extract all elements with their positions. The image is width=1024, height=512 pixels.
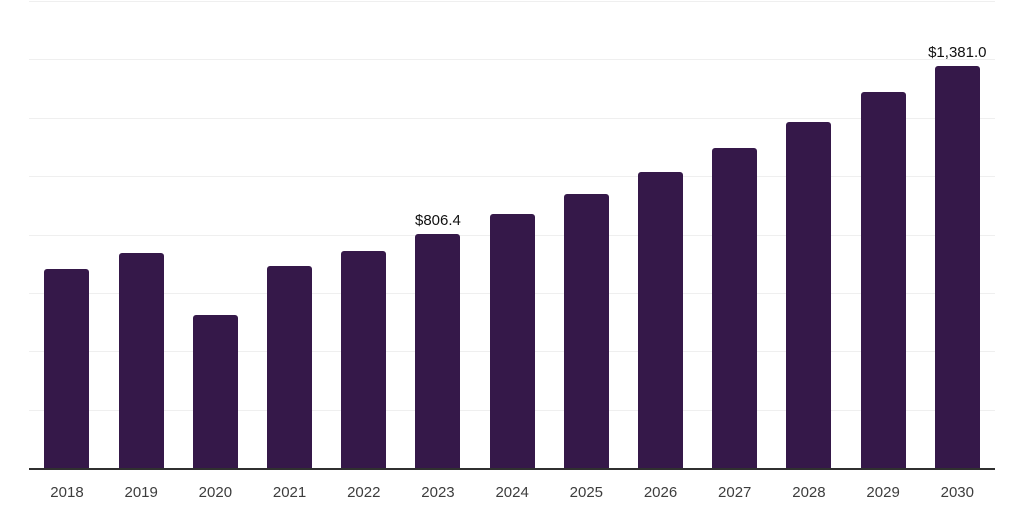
x-tick-label-2023: 2023 xyxy=(421,484,455,501)
x-tick-label-2029: 2029 xyxy=(866,484,900,501)
gridline xyxy=(29,117,995,119)
bar-2020 xyxy=(192,315,238,469)
bar-2029 xyxy=(860,92,906,469)
gridline xyxy=(29,176,995,178)
bar-2021 xyxy=(267,266,313,469)
x-tick-label-2026: 2026 xyxy=(643,484,678,501)
x-tick-label-2018: 2018 xyxy=(50,484,84,501)
bar-2030 xyxy=(934,65,980,469)
bar-2025 xyxy=(563,193,609,469)
bar-2028 xyxy=(786,121,832,469)
bar-2023 xyxy=(415,233,461,469)
bar-2026 xyxy=(638,171,684,469)
x-tick-label-2028: 2028 xyxy=(792,484,826,501)
x-tick-label-2027: 2027 xyxy=(718,484,752,501)
gridline xyxy=(29,1,995,2)
gridline xyxy=(29,59,995,61)
bar-value-label-2030: $1,381.0 xyxy=(928,43,987,61)
bar-value-label-2023: $806.4 xyxy=(415,211,461,229)
x-tick-label-2024: 2024 xyxy=(495,484,529,501)
x-tick-label-2030: 2030 xyxy=(940,484,974,501)
x-tick-label-2020: 2020 xyxy=(198,484,233,501)
bar-2018 xyxy=(44,268,90,469)
bar-2027 xyxy=(712,148,758,469)
x-tick-label-2025: 2025 xyxy=(569,484,604,501)
x-axis-line xyxy=(29,468,995,470)
x-tick-label-2019: 2019 xyxy=(124,484,158,501)
plot-area: $806.4 $1,381.0 xyxy=(29,1,995,470)
x-tick-label-2022: 2022 xyxy=(347,484,381,501)
x-tick-label-2021: 2021 xyxy=(272,484,307,501)
bar-2024 xyxy=(489,214,535,469)
bar-2022 xyxy=(341,250,387,469)
bar-2019 xyxy=(118,252,164,469)
